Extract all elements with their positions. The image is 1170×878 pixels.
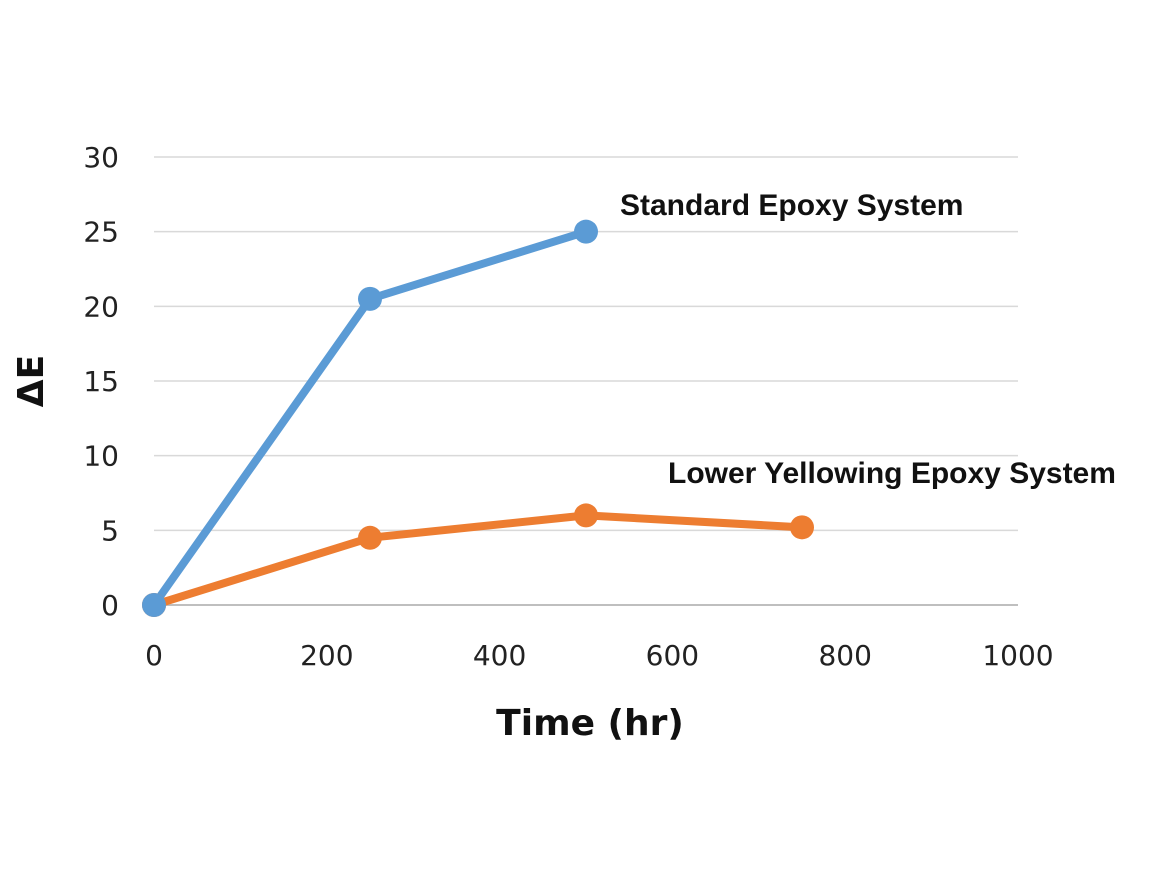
y-tick-label-15: 15 [83,365,119,398]
x-tick-label-200: 200 [300,639,353,672]
y-tick-label-0: 0 [101,589,119,622]
tick-labels: 0 5 10 15 20 25 30 0 200 400 600 800 1000 [83,141,1053,672]
x-tick-label-1000: 1000 [982,639,1053,672]
data-point-lower-yellowing-epoxy-500 [574,503,598,528]
series-labels: Standard Epoxy System Lower Yellowing Ep… [620,189,1116,490]
y-tick-label-5: 5 [101,514,119,547]
data-point-standard-epoxy-500 [574,219,598,244]
y-tick-label-25: 25 [83,216,119,249]
x-tick-label-0: 0 [145,639,163,672]
x-axis-title: Time (hr) [496,703,684,744]
series-lines [150,227,806,609]
data-point-lower-yellowing-epoxy-250 [358,525,382,550]
data-point-lower-yellowing-epoxy-750 [790,515,814,540]
y-tick-label-10: 10 [83,440,119,473]
x-tick-label-600: 600 [646,639,699,672]
y-tick-label-30: 30 [83,141,119,174]
series-markers [142,219,814,617]
data-point-standard-epoxy-250 [358,286,382,311]
y-axis-title: ΔE [11,355,52,407]
series-line-lower-yellowing-epoxy [150,511,806,609]
series-label-standard-epoxy: Standard Epoxy System [620,189,963,222]
series-label-lower-yellowing-epoxy: Lower Yellowing Epoxy System [668,457,1116,490]
x-tick-label-400: 400 [473,639,526,672]
x-tick-label-800: 800 [818,639,871,672]
data-point-standard-epoxy-0 [142,593,166,617]
y-tick-label-20: 20 [83,290,119,323]
